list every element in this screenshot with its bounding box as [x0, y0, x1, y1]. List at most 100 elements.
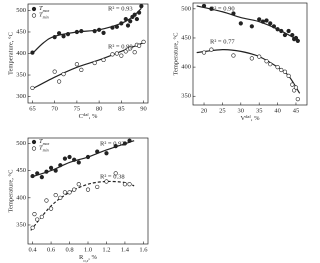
- data-point: [293, 85, 299, 90]
- data-point: [58, 195, 63, 200]
- legend-marker: [31, 146, 37, 151]
- x-tick-label: 75: [74, 105, 81, 112]
- legend-label-name: T: [39, 5, 43, 12]
- x-tick-label: 35: [256, 107, 263, 114]
- r-squared: R² = 0.77: [210, 38, 235, 45]
- data-point: [79, 29, 84, 34]
- data-point: [295, 38, 300, 43]
- y-axis-label: Temperature, °C: [7, 32, 14, 75]
- data-point: [58, 163, 63, 168]
- x-tick-label: 1.4: [121, 246, 130, 253]
- data-point: [271, 24, 277, 29]
- x-axis-label-part: , %: [251, 115, 260, 122]
- x-tick-label: 45: [293, 107, 300, 114]
- data-point: [137, 10, 142, 15]
- data-point: [132, 50, 137, 55]
- data-point: [293, 35, 299, 41]
- data-point: [35, 171, 40, 176]
- x-tick-label: 65: [29, 105, 36, 112]
- data-point: [114, 24, 119, 29]
- x-axis-label: Ro,r, %: [79, 254, 97, 263]
- y-tick-label: 500: [16, 140, 26, 147]
- data-point: [35, 217, 40, 222]
- data-point: [62, 156, 68, 161]
- plot-frame: [192, 2, 308, 106]
- data-point: [231, 53, 236, 58]
- y-tick-label: 400: [16, 50, 26, 57]
- x-axis-label-part: , %: [89, 113, 98, 120]
- data-point: [114, 51, 119, 56]
- x-axis-label-part: daf: [245, 114, 251, 119]
- y-tick-label: 450: [181, 34, 191, 41]
- x-tick-label: 90: [140, 105, 147, 112]
- data-point: [57, 79, 62, 84]
- legend-marker: [31, 6, 37, 12]
- x-axis-label-part: o,r: [83, 258, 88, 263]
- data-point: [104, 151, 109, 156]
- x-tick-label: 30: [238, 107, 245, 114]
- data-point: [30, 50, 35, 55]
- data-point: [249, 24, 254, 29]
- y-tick-label: 500: [181, 5, 191, 12]
- data-point: [53, 192, 58, 198]
- fit-curve: [30, 180, 135, 231]
- y-axis-label: Temperature, °C: [7, 170, 14, 213]
- data-point: [268, 21, 273, 26]
- data-point: [128, 46, 133, 51]
- data-point: [209, 6, 214, 11]
- y-tick-label: 350: [181, 93, 191, 100]
- data-point: [231, 11, 236, 16]
- data-point: [238, 21, 243, 26]
- data-point: [61, 72, 66, 77]
- data-point: [39, 175, 44, 180]
- data-point: [268, 62, 273, 67]
- data-point: [201, 3, 207, 9]
- x-axis-label-part: daf: [83, 112, 89, 117]
- data-point: [279, 28, 284, 34]
- data-point: [264, 59, 269, 64]
- data-point: [137, 43, 142, 48]
- legend-label-sub: min: [43, 15, 49, 20]
- data-point: [95, 149, 100, 154]
- data-point: [65, 32, 71, 37]
- r-squared: R² = 0.90: [108, 43, 133, 50]
- data-point: [92, 29, 97, 34]
- fit-curve: [30, 140, 135, 178]
- data-point: [257, 54, 262, 59]
- data-point: [127, 182, 132, 187]
- data-point: [44, 198, 49, 203]
- data-point: [48, 165, 54, 170]
- legend-label-sub: max: [43, 8, 50, 13]
- x-tick-label: 85: [118, 105, 125, 112]
- data-point: [30, 173, 35, 179]
- x-tick-label: 80: [96, 105, 103, 112]
- data-point: [85, 154, 91, 160]
- data-point: [201, 50, 207, 55]
- data-point: [119, 53, 124, 58]
- data-point: [128, 19, 133, 24]
- x-axis-label-part: C: [79, 113, 83, 120]
- data-point: [290, 82, 295, 87]
- x-tick-label: 1.2: [102, 246, 110, 253]
- data-point: [74, 29, 79, 35]
- data-point: [52, 69, 57, 74]
- data-point: [275, 27, 280, 32]
- data-point: [104, 179, 109, 184]
- legend-label-name: T: [39, 145, 43, 152]
- data-point: [286, 73, 291, 78]
- legend-label-name: T: [39, 138, 43, 145]
- y-tick-label: 350: [16, 221, 26, 228]
- x-axis-label: Cdaf, %: [79, 112, 98, 121]
- data-point: [52, 35, 57, 40]
- legend-label-name: T: [39, 12, 43, 19]
- x-tick-label: 20: [201, 107, 208, 114]
- x-tick-label: 0.4: [29, 246, 38, 253]
- data-point: [97, 27, 102, 32]
- data-point: [125, 23, 131, 28]
- y-tick-label: 450: [16, 28, 26, 35]
- data-point: [249, 56, 254, 61]
- legend-label: Tmin: [39, 145, 49, 153]
- legend-marker: [31, 139, 37, 145]
- r-squared: R² = 0.93: [108, 5, 133, 12]
